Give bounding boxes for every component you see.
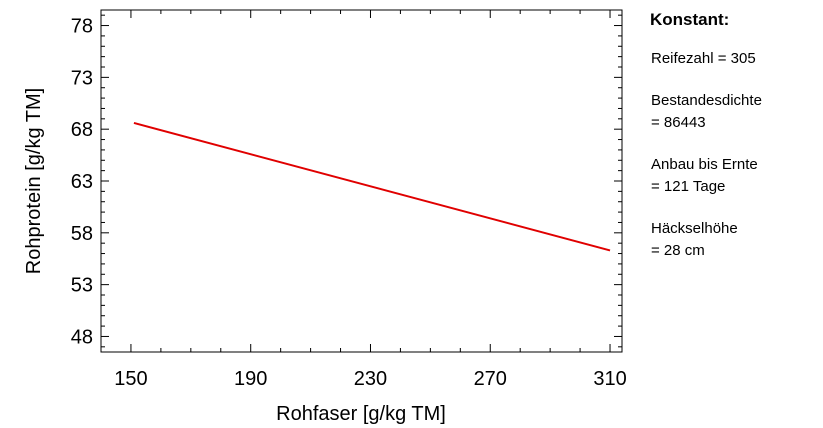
constant-line: Anbau bis Ernte — [651, 156, 758, 173]
series-line — [133, 121, 611, 252]
constant-reifezahl: Reifezahl = 305 — [648, 48, 820, 70]
constant-line: Häckselhöhe — [651, 220, 738, 237]
x-tick-label: 270 — [474, 368, 507, 390]
x-tick-label: 190 — [234, 368, 267, 390]
x-tick-labels: 150 190 230 270 310 — [114, 368, 626, 390]
y-tick-label: 53 — [71, 275, 93, 297]
data-series — [133, 121, 611, 252]
constants-title: Konstant: — [650, 10, 730, 29]
y-tick-label: 58 — [71, 223, 93, 245]
x-tick-label: 310 — [593, 368, 626, 390]
axis-ticks — [100, 10, 622, 352]
x-tick-label: 230 — [354, 368, 387, 390]
constant-haeckselhoehe: Häckselhöhe = 28 cm — [648, 218, 820, 262]
constant-line: = 86443 — [651, 114, 706, 131]
y-tick-label: 68 — [71, 119, 93, 141]
constant-bestandesdichte: Bestandesdichte = 86443 — [648, 90, 820, 134]
constant-line: = 121 Tage — [651, 178, 726, 195]
constant-anbau-bis-ernte: Anbau bis Ernte = 121 Tage — [648, 154, 820, 198]
plot-area-frame — [100, 9, 623, 353]
x-tick-label: 150 — [114, 368, 147, 390]
y-tick-label: 63 — [71, 171, 93, 193]
constant-line: = 28 cm — [651, 242, 705, 259]
y-axis-title: Rohprotein [g/kg TM] — [23, 88, 45, 274]
x-axis-title: Rohfaser [g/kg TM] — [276, 403, 446, 425]
constant-line: Reifezahl = 305 — [651, 50, 756, 67]
y-tick-label: 48 — [71, 326, 93, 348]
y-tick-label: 78 — [71, 16, 93, 38]
constant-line: Bestandesdichte — [651, 92, 762, 109]
constants-panel: Konstant: Reifezahl = 305 Bestandesdicht… — [648, 10, 820, 282]
y-tick-label: 73 — [71, 67, 93, 89]
y-tick-labels: 48 53 58 63 68 73 78 — [71, 16, 93, 349]
